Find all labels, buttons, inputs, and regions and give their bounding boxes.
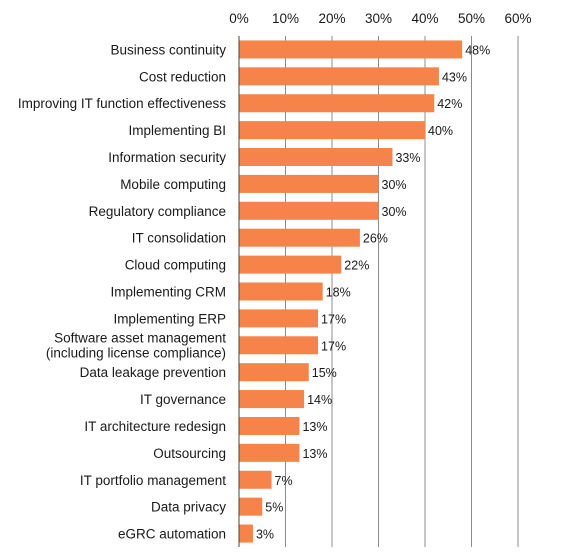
value-label: 42% [437,97,462,111]
value-label: 15% [312,366,337,380]
category-label: Implementing BI [128,123,226,138]
bar [239,443,300,462]
x-tick-label: 50% [458,11,485,26]
category-label: IT governance [140,392,226,407]
value-label: 5% [265,501,283,515]
value-label: 30% [382,205,407,219]
value-label: 33% [395,151,420,165]
category-labels: Business continuity Cost reduction Improvi… [18,42,226,541]
category-label: eGRC automation [118,527,226,542]
x-tick-label: 0% [229,11,249,26]
bar [239,67,439,86]
category-label: Implementing CRM [110,285,226,300]
bar [239,94,435,113]
category-label: Improving IT function effectiveness [18,96,226,111]
bar [239,416,300,435]
bar [239,497,263,516]
category-label: IT consolidation [132,231,226,246]
value-label: 7% [275,474,293,488]
bar [239,40,463,59]
bar [239,148,393,167]
bar [239,524,253,543]
bars [239,40,463,543]
bar [239,255,342,274]
category-label: IT architecture redesign [84,419,226,434]
value-label: 26% [363,232,388,246]
bar [239,363,309,382]
category-label: Data leakage prevention [80,365,226,380]
value-label: 13% [302,420,327,434]
value-label: 3% [256,528,274,542]
value-label: 17% [321,339,346,353]
bar [239,309,319,328]
value-label: 18% [326,286,351,300]
bar [239,336,319,355]
value-label: 13% [302,447,327,461]
bar [239,121,425,140]
bar [239,174,379,193]
value-label: 17% [321,312,346,326]
x-tick-label: 30% [365,11,392,26]
value-label: 22% [344,259,369,273]
bar [239,228,360,247]
bar [239,282,323,301]
category-label: Mobile computing [120,177,226,192]
x-tick-label: 40% [411,11,438,26]
category-label: Information security [108,150,226,165]
category-label: Cost reduction [139,69,226,84]
category-label: Business continuity [110,42,226,57]
bar [239,470,272,489]
category-label: IT portfolio management [80,473,226,488]
category-label: Data privacy [151,500,226,515]
x-tick-label: 20% [318,11,345,26]
category-label: Regulatory compliance [89,204,226,219]
value-labels: 48% 43% 42% 40% 33% 30% 30% 26% 22% 18% 17% 17% 15% 1… [256,43,490,541]
value-label: 40% [428,124,453,138]
category-label: Implementing ERP [113,311,226,326]
x-tick-label: 10% [272,11,299,26]
x-axis-ticks: 0% 10% 20% 30% 40% 50% 60% [229,11,531,26]
x-tick-label: 60% [504,11,531,26]
category-label: Cloud computing [125,258,226,273]
value-label: 48% [465,43,490,57]
category-label: Outsourcing [153,446,226,461]
category-label: Software asset management (including lice… [46,330,226,360]
value-label: 43% [442,70,467,84]
bar [239,201,379,220]
value-label: 30% [382,178,407,192]
bar [239,390,305,409]
value-label: 14% [307,393,332,407]
